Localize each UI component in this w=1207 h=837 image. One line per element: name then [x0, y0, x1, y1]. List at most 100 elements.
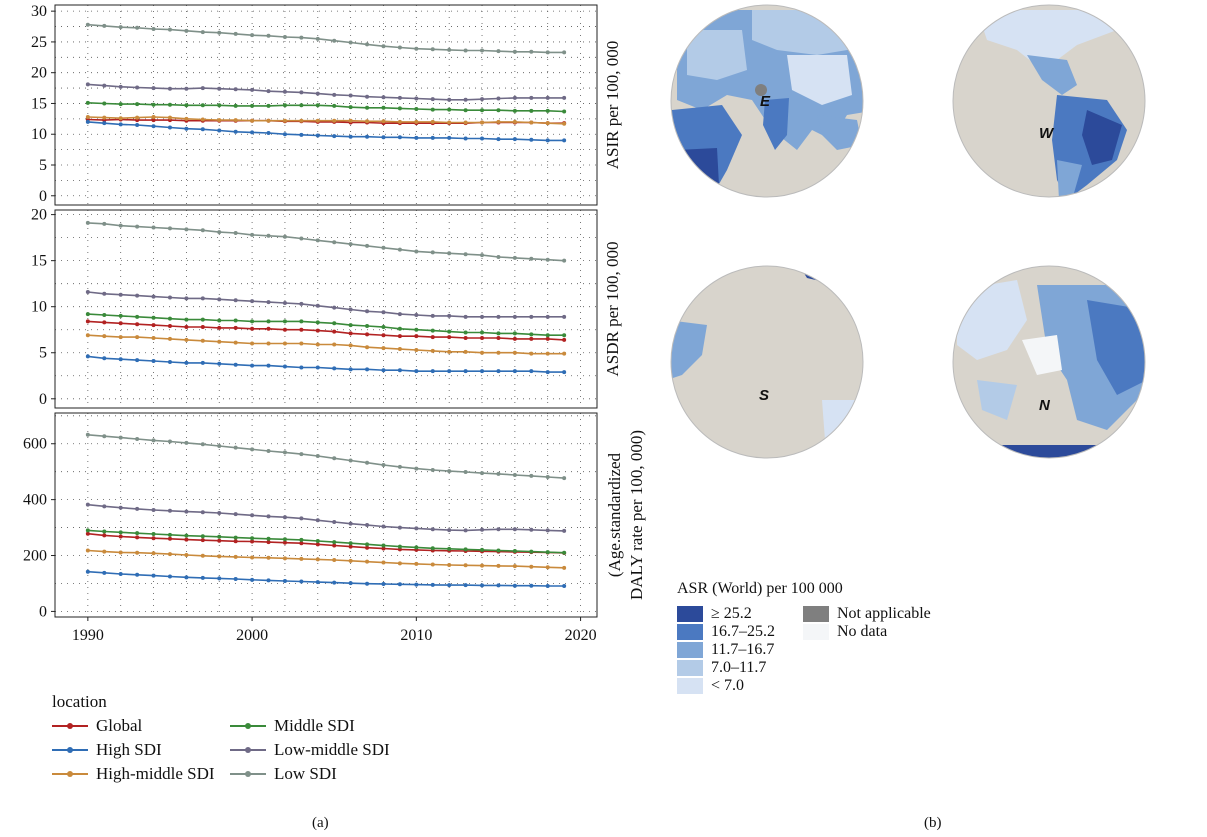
data-point — [266, 341, 271, 346]
data-point — [266, 536, 271, 541]
data-point — [85, 432, 90, 437]
data-point — [118, 321, 123, 326]
globe-east: E — [670, 4, 864, 198]
series-line-middle-sdi — [87, 529, 565, 554]
data-point — [430, 335, 435, 340]
data-point — [496, 137, 501, 142]
china-region — [787, 55, 852, 105]
legend-label: ≥ 25.2 — [711, 605, 752, 622]
data-point — [85, 220, 90, 225]
data-point — [233, 535, 238, 540]
series-line-high-sdi — [87, 355, 565, 373]
data-point — [282, 118, 287, 123]
plot-frame — [54, 4, 598, 206]
data-point — [397, 464, 402, 469]
data-point — [85, 312, 90, 317]
plot-frame — [54, 412, 598, 618]
data-point — [200, 30, 205, 35]
data-point — [250, 341, 255, 346]
data-point — [299, 452, 304, 457]
data-point — [529, 351, 534, 356]
legend-label: 16.7–25.2 — [711, 623, 775, 640]
data-point — [381, 462, 386, 467]
legend-label: High-middle SDI — [96, 764, 215, 783]
data-point — [545, 370, 550, 375]
map-legend-extra: Not applicable No data — [803, 605, 931, 694]
data-point — [529, 137, 534, 142]
subplot-3: 0 200 400 600 (Age.standardized DALY rate per… — [23, 412, 646, 644]
data-point — [463, 108, 468, 113]
data-point — [463, 252, 468, 257]
map-legend-item: 7.0–11.7 — [677, 659, 775, 676]
data-point — [184, 552, 189, 557]
data-point — [397, 247, 402, 252]
data-point — [200, 360, 205, 365]
data-point — [233, 103, 238, 108]
data-point — [348, 134, 353, 139]
data-point — [233, 231, 238, 236]
data-point — [447, 583, 452, 588]
data-point — [529, 564, 534, 569]
data-point — [135, 115, 140, 120]
data-point — [365, 523, 370, 528]
line-charts-panel: 0 5 10 15 20 25 30 ASIR per 100, 000 0 5 10 15 20 ASD… — [23, 3, 646, 644]
data-point — [299, 236, 304, 241]
data-point — [430, 348, 435, 353]
data-point — [496, 527, 501, 532]
data-point — [233, 118, 238, 123]
data-point — [332, 366, 337, 371]
data-point — [217, 325, 222, 330]
data-point — [480, 48, 485, 53]
greenland — [1022, 335, 1062, 375]
data-point — [332, 305, 337, 310]
data-point — [135, 506, 140, 511]
data-point — [233, 539, 238, 544]
data-point — [397, 582, 402, 587]
data-point — [299, 579, 304, 584]
data-point — [348, 331, 353, 336]
data-point — [365, 581, 370, 586]
data-point — [512, 119, 517, 124]
data-point — [135, 550, 140, 555]
data-point — [545, 108, 550, 113]
data-point — [315, 454, 320, 459]
data-point — [151, 532, 156, 537]
data-point — [299, 327, 304, 332]
data-point — [266, 131, 271, 135]
data-point — [167, 536, 172, 541]
data-point — [315, 320, 320, 325]
series-line-global — [87, 320, 565, 341]
data-point — [151, 573, 156, 578]
data-point — [135, 358, 140, 363]
panel-label-b: (b) — [924, 815, 942, 831]
data-point — [496, 331, 501, 336]
data-point — [414, 249, 419, 254]
data-point — [365, 332, 370, 337]
data-point — [545, 138, 550, 143]
data-point — [496, 471, 501, 476]
data-point — [184, 324, 189, 329]
data-point — [266, 514, 271, 519]
plot-frame — [54, 209, 598, 409]
data-point — [381, 135, 386, 140]
southern-landmass-west — [671, 320, 707, 380]
data-point — [480, 120, 485, 125]
data-point — [545, 314, 550, 319]
data-point — [151, 86, 156, 91]
data-point — [381, 546, 386, 551]
data-point — [463, 330, 468, 335]
europe-region — [687, 30, 747, 80]
data-point — [282, 578, 287, 583]
data-point — [102, 115, 107, 120]
data-point — [151, 102, 156, 107]
data-point — [200, 86, 205, 91]
legend-swatch — [677, 678, 703, 694]
data-point — [463, 314, 468, 319]
data-point — [480, 471, 485, 476]
data-point — [447, 313, 452, 318]
legend-title: location — [52, 692, 107, 711]
data-point — [397, 135, 402, 140]
data-point — [348, 458, 353, 463]
data-point — [102, 533, 107, 538]
data-point — [217, 576, 222, 581]
